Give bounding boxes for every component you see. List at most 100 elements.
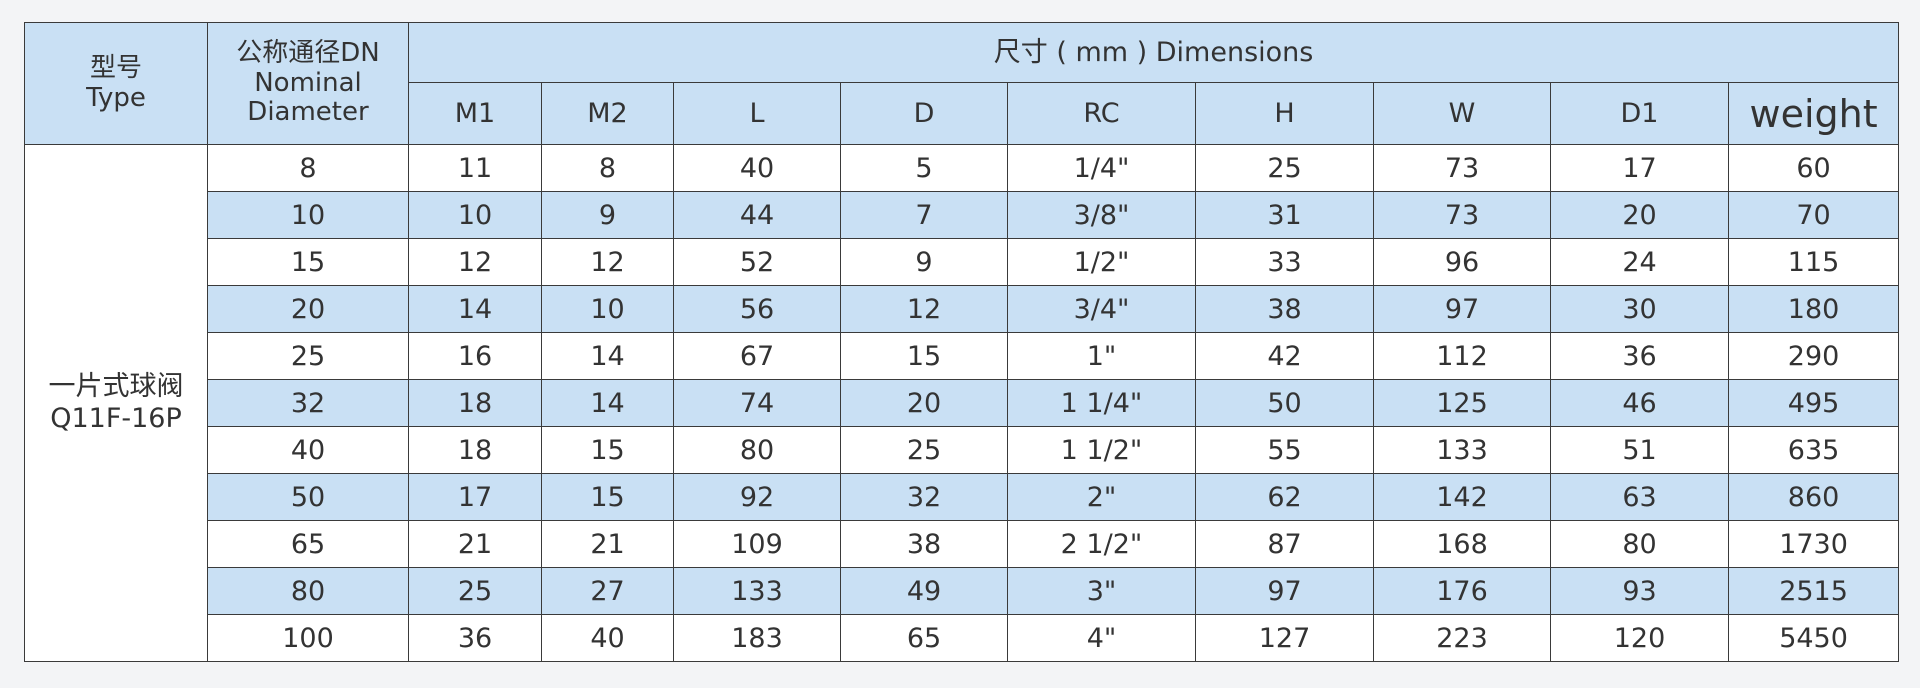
table-cell: 80 xyxy=(673,426,841,474)
table-row: 25 16 14 67 15 1" 42 112 36 290 xyxy=(25,332,1900,380)
table-cell: 120 xyxy=(1550,614,1729,662)
table-cell: 15 xyxy=(541,426,674,474)
table-cell: 14 xyxy=(408,285,542,333)
column-header: weight xyxy=(1727,82,1900,145)
table-cell: 92 xyxy=(673,473,841,521)
table-cell: 33 xyxy=(1195,238,1374,286)
table-cell: 127 xyxy=(1195,614,1374,662)
table-cell: 1730 xyxy=(1727,520,1900,568)
table-cell: 133 xyxy=(673,567,841,615)
table-cell: 15 xyxy=(840,332,1008,380)
header-text: Diameter xyxy=(247,97,369,128)
table-cell: 65 xyxy=(207,520,409,568)
table-cell: 30 xyxy=(1550,285,1729,333)
table-cell: 25 xyxy=(840,426,1008,474)
table-cell: 860 xyxy=(1727,473,1900,521)
table-cell: 31 xyxy=(1195,191,1374,239)
spec-table: 型号 Type 公称通径DN Nominal Diameter 尺寸 ( mm ) D… xyxy=(24,22,1900,662)
table-cell: 133 xyxy=(1373,426,1551,474)
column-header: W xyxy=(1373,82,1551,145)
table-cell: 70 xyxy=(1727,191,1900,239)
table-cell: 168 xyxy=(1373,520,1551,568)
table-cell: 52 xyxy=(673,238,841,286)
table-cell: 635 xyxy=(1727,426,1900,474)
table-row: 10 10 9 44 7 3/8" 31 73 20 70 xyxy=(25,191,1900,239)
table-cell: 36 xyxy=(408,614,542,662)
table-cell: 180 xyxy=(1727,285,1900,333)
header-text: 公称通径DN xyxy=(236,37,380,68)
table-cell: 67 xyxy=(673,332,841,380)
table-cell: 100 xyxy=(207,614,409,662)
table-row: 20 14 10 56 12 3/4" 38 97 30 180 xyxy=(25,285,1900,333)
table-cell: 15 xyxy=(541,473,674,521)
table-cell: 2515 xyxy=(1727,567,1900,615)
table-cell: 12 xyxy=(408,238,542,286)
table-cell: 18 xyxy=(408,426,542,474)
table-row: 15 12 12 52 9 1/2" 33 96 24 115 xyxy=(25,238,1900,286)
table-cell: 290 xyxy=(1727,332,1900,380)
table-cell: 50 xyxy=(1195,379,1374,427)
table-cell: 55 xyxy=(1195,426,1374,474)
table-cell: 93 xyxy=(1550,567,1729,615)
table-cell: 2 1/2" xyxy=(1007,520,1196,568)
table-cell: 60 xyxy=(1727,144,1900,192)
type-cell: 一片式球阀 Q11F-16P xyxy=(24,144,208,662)
table-cell: 20 xyxy=(840,379,1008,427)
table-cell: 38 xyxy=(1195,285,1374,333)
table-cell: 36 xyxy=(1550,332,1729,380)
type-text: 一片式球阀 xyxy=(48,370,184,402)
header-text: Nominal xyxy=(254,67,362,98)
table-cell: 21 xyxy=(408,520,542,568)
type-header: 型号 Type xyxy=(24,22,208,145)
table-cell: 17 xyxy=(408,473,542,521)
table-cell: 115 xyxy=(1727,238,1900,286)
table-cell: 15 xyxy=(207,238,409,286)
table-cell: 24 xyxy=(1550,238,1729,286)
table-cell: 142 xyxy=(1373,473,1551,521)
table-cell: 7 xyxy=(840,191,1008,239)
table-cell: 9 xyxy=(541,191,674,239)
table-cell: 20 xyxy=(207,285,409,333)
table-cell: 80 xyxy=(1550,520,1729,568)
table-cell: 3/4" xyxy=(1007,285,1196,333)
table-cell: 73 xyxy=(1373,144,1551,192)
table-row: 100 36 40 183 65 4" 127 223 120 5450 xyxy=(25,614,1900,662)
table-cell: 56 xyxy=(673,285,841,333)
table-cell: 8 xyxy=(207,144,409,192)
table-cell: 17 xyxy=(1550,144,1729,192)
table-cell: 16 xyxy=(408,332,542,380)
table-cell: 97 xyxy=(1195,567,1374,615)
table-cell: 109 xyxy=(673,520,841,568)
table-cell: 32 xyxy=(840,473,1008,521)
table-cell: 176 xyxy=(1373,567,1551,615)
table-cell: 97 xyxy=(1373,285,1551,333)
table-cell: 4" xyxy=(1007,614,1196,662)
table-cell: 40 xyxy=(207,426,409,474)
table-cell: 87 xyxy=(1195,520,1374,568)
table-cell: 1/4" xyxy=(1007,144,1196,192)
table-cell: 49 xyxy=(840,567,1008,615)
table-cell: 1/2" xyxy=(1007,238,1196,286)
table-row: 80 25 27 133 49 3" 97 176 93 2515 xyxy=(25,567,1900,615)
column-header: M1 xyxy=(408,82,542,145)
table-cell: 2" xyxy=(1007,473,1196,521)
table-cell: 27 xyxy=(541,567,674,615)
column-header: L xyxy=(673,82,841,145)
table-cell: 1" xyxy=(1007,332,1196,380)
column-header: D1 xyxy=(1550,82,1729,145)
column-header: RC xyxy=(1007,82,1196,145)
table-cell: 112 xyxy=(1373,332,1551,380)
table-cell: 223 xyxy=(1373,614,1551,662)
table-cell: 20 xyxy=(1550,191,1729,239)
table-cell: 3/8" xyxy=(1007,191,1196,239)
table-cell: 5 xyxy=(840,144,1008,192)
table-cell: 14 xyxy=(541,379,674,427)
table-cell: 63 xyxy=(1550,473,1729,521)
table-cell: 65 xyxy=(840,614,1008,662)
table-cell: 183 xyxy=(673,614,841,662)
table-cell: 40 xyxy=(541,614,674,662)
table-row: 65 21 21 109 38 2 1/2" 87 168 80 1730 xyxy=(25,520,1900,568)
table-row: 一片式球阀 Q11F-16P 8 11 8 40 5 1/4" 25 73 17 60 xyxy=(24,144,1900,662)
type-text: Q11F-16P xyxy=(50,403,182,434)
table-cell: 5450 xyxy=(1727,614,1900,662)
